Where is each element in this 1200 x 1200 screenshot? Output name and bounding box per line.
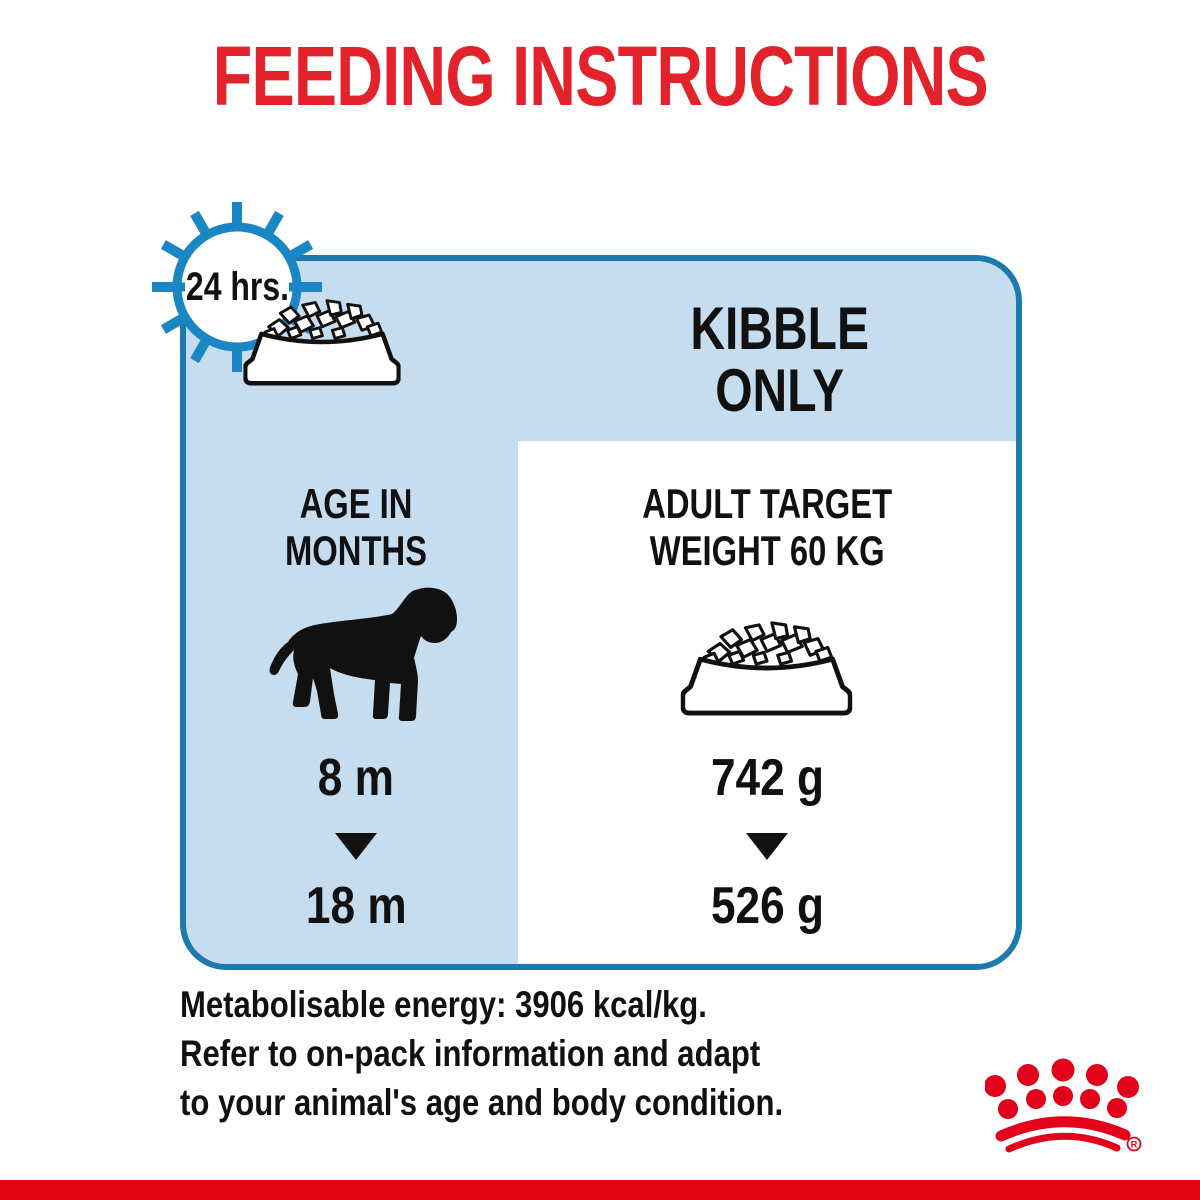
age-end-value: 18 m (196, 880, 516, 932)
svg-text:R: R (1131, 1140, 1138, 1150)
age-start-value: 8 m (196, 752, 516, 804)
age-end-text: 18 m (305, 877, 407, 935)
energy-note-line3: to your animal's age and body condition. (180, 1082, 784, 1123)
ration-start-text: 742 g (710, 749, 824, 807)
royal-canin-crown-logo: R (985, 1058, 1142, 1153)
clock-label: 24 hrs. (162, 266, 312, 308)
kibble-only-header: KIBBLE ONLY (560, 298, 1000, 422)
ration-column-header: ADULT TARGET WEIGHT 60 KG (520, 480, 1014, 574)
clock-label-text: 24 hrs. (185, 265, 289, 309)
ration-end-value: 526 g (520, 880, 1014, 932)
age-column-header: AGE IN MONTHS (196, 480, 516, 574)
crown-dots (985, 1058, 1139, 1119)
page-title-text: FEEDING INSTRUCTIONS (212, 29, 988, 123)
page-title: FEEDING INSTRUCTIONS (0, 34, 1200, 118)
crown-arcs (995, 1116, 1131, 1153)
feeding-panel (180, 255, 1022, 970)
age-column-header-text: AGE IN MONTHS (285, 480, 427, 574)
energy-note-line1: Metabolisable energy: 3906 kcal/kg. (180, 984, 707, 1025)
down-arrow-icon (335, 833, 377, 860)
dog-silhouette-icon (269, 587, 457, 721)
kibble-bowl-icon (243, 298, 401, 386)
energy-note: Metabolisable energy: 3906 kcal/kg. Refe… (180, 980, 960, 1127)
kibble-only-text: KIBBLE ONLY (690, 295, 870, 424)
ration-start-value: 742 g (520, 752, 1014, 804)
brand-red-bar (0, 1180, 1200, 1200)
kibble-bowl-icon (680, 620, 853, 716)
down-arrow-icon (746, 833, 788, 860)
energy-note-line2: Refer to on-pack information and adapt (180, 1033, 761, 1074)
registered-mark: R (1126, 1136, 1142, 1152)
ration-column-header-text: ADULT TARGET WEIGHT 60 KG (642, 480, 892, 574)
age-start-text: 8 m (317, 749, 395, 807)
ration-end-text: 526 g (710, 877, 824, 935)
